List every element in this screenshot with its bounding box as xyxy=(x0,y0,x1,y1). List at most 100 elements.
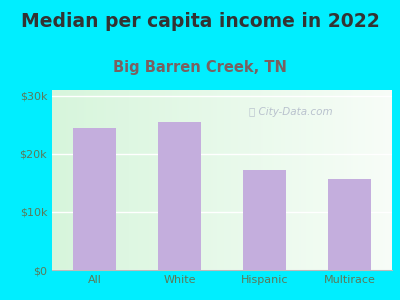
Bar xyxy=(286,90,288,270)
Bar xyxy=(335,90,338,270)
Bar xyxy=(79,90,82,270)
Bar xyxy=(147,90,150,270)
Bar xyxy=(52,90,54,270)
Bar xyxy=(174,90,177,270)
Text: Median per capita income in 2022: Median per capita income in 2022 xyxy=(21,12,379,31)
Bar xyxy=(77,90,79,270)
Bar xyxy=(161,90,163,270)
Bar xyxy=(344,90,347,270)
Bar xyxy=(95,90,97,270)
Bar xyxy=(299,90,301,270)
Bar xyxy=(179,90,181,270)
Bar xyxy=(86,90,88,270)
Bar xyxy=(238,90,240,270)
Bar xyxy=(256,90,258,270)
Bar xyxy=(243,170,286,270)
Bar xyxy=(328,90,331,270)
Bar xyxy=(342,90,344,270)
Bar xyxy=(222,90,224,270)
Bar xyxy=(61,90,63,270)
Bar xyxy=(263,90,265,270)
Bar xyxy=(385,90,388,270)
Bar xyxy=(72,90,75,270)
Bar xyxy=(301,90,304,270)
Bar xyxy=(202,90,204,270)
Bar xyxy=(158,90,161,270)
Bar xyxy=(113,90,116,270)
Bar xyxy=(376,90,378,270)
Bar xyxy=(129,90,131,270)
Bar xyxy=(120,90,122,270)
Bar xyxy=(186,90,188,270)
Bar xyxy=(106,90,109,270)
Bar xyxy=(213,90,215,270)
Bar xyxy=(267,90,270,270)
Bar xyxy=(292,90,294,270)
Bar xyxy=(274,90,276,270)
Bar xyxy=(258,90,260,270)
Bar xyxy=(84,90,86,270)
Bar xyxy=(158,122,201,270)
Bar xyxy=(378,90,381,270)
Bar xyxy=(358,90,360,270)
Bar xyxy=(206,90,208,270)
Bar xyxy=(56,90,59,270)
Bar xyxy=(190,90,192,270)
Bar xyxy=(68,90,70,270)
Bar xyxy=(322,90,324,270)
Bar xyxy=(168,90,170,270)
Bar xyxy=(218,90,220,270)
Bar xyxy=(338,90,340,270)
Bar xyxy=(188,90,190,270)
Bar xyxy=(140,90,143,270)
Bar xyxy=(229,90,231,270)
Bar xyxy=(156,90,158,270)
Bar xyxy=(165,90,168,270)
Bar xyxy=(70,90,72,270)
Bar xyxy=(252,90,254,270)
Bar xyxy=(388,90,390,270)
Bar xyxy=(109,90,111,270)
Bar xyxy=(317,90,320,270)
Bar xyxy=(118,90,120,270)
Bar xyxy=(288,90,290,270)
Bar xyxy=(154,90,156,270)
Bar xyxy=(360,90,362,270)
Bar xyxy=(276,90,279,270)
Bar xyxy=(111,90,113,270)
Bar xyxy=(340,90,342,270)
Text: Big Barren Creek, TN: Big Barren Creek, TN xyxy=(113,60,287,75)
Bar xyxy=(283,90,286,270)
Bar xyxy=(59,90,61,270)
Bar xyxy=(265,90,267,270)
Bar xyxy=(351,90,354,270)
Bar xyxy=(320,90,322,270)
Bar xyxy=(170,90,172,270)
Bar xyxy=(131,90,134,270)
Bar xyxy=(304,90,306,270)
Bar xyxy=(328,179,371,270)
Bar xyxy=(73,128,116,270)
Bar xyxy=(236,90,238,270)
Bar xyxy=(97,90,100,270)
Bar xyxy=(122,90,124,270)
Bar xyxy=(226,90,229,270)
Bar xyxy=(220,90,222,270)
Bar xyxy=(279,90,281,270)
Bar xyxy=(362,90,365,270)
Bar xyxy=(199,90,202,270)
Bar xyxy=(90,90,93,270)
Bar xyxy=(163,90,165,270)
Bar xyxy=(365,90,367,270)
Bar xyxy=(102,90,104,270)
Bar xyxy=(124,90,127,270)
Bar xyxy=(272,90,274,270)
Bar xyxy=(63,90,66,270)
Bar xyxy=(192,90,195,270)
Bar xyxy=(88,90,90,270)
Bar xyxy=(82,90,84,270)
Bar xyxy=(195,90,197,270)
Bar xyxy=(181,90,184,270)
Bar xyxy=(231,90,233,270)
Bar xyxy=(306,90,308,270)
